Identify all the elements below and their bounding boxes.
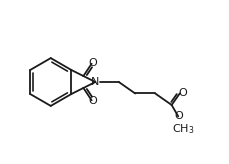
Text: O: O [174,111,183,121]
Text: O: O [89,96,98,106]
Text: O: O [89,58,98,68]
Text: CH$_3$: CH$_3$ [172,122,194,136]
Text: N: N [91,77,100,87]
Text: O: O [179,88,187,98]
